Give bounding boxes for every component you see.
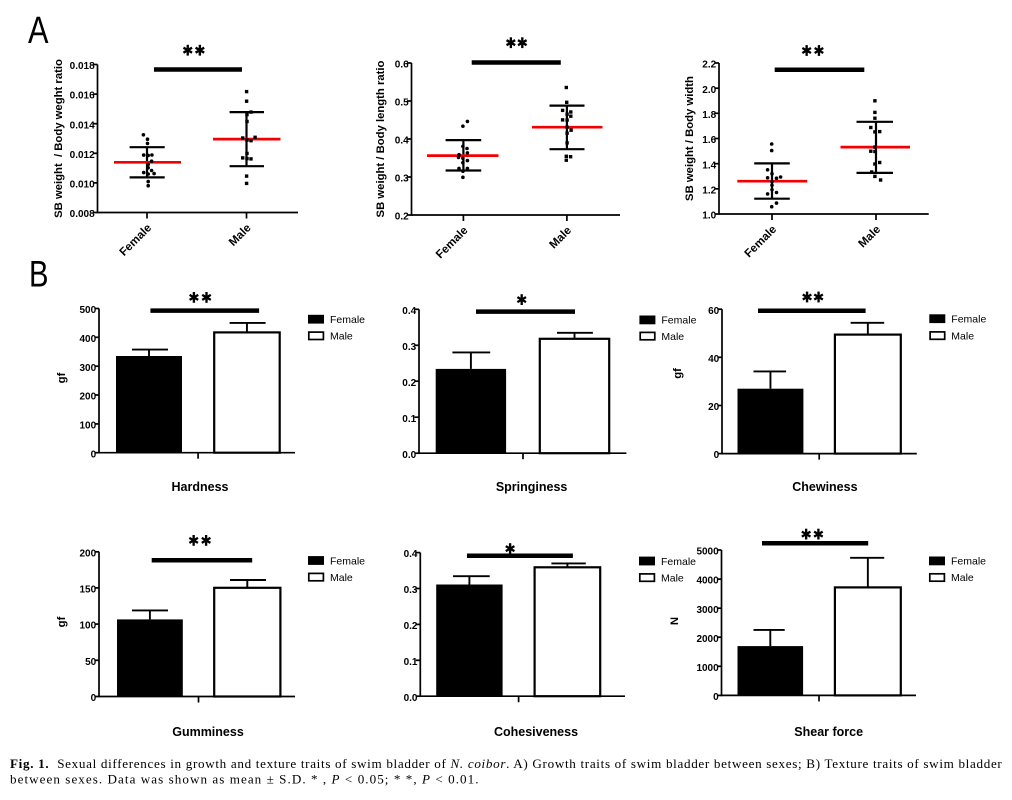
svg-text:0.4: 0.4 [395, 136, 409, 147]
svg-text:gf: gf [56, 372, 68, 383]
svg-text:60: 60 [708, 306, 720, 317]
svg-text:0.1: 0.1 [404, 657, 418, 668]
svg-text:Female: Female [951, 556, 986, 568]
svg-text:Fig. 1. Sexual differences in: Fig. 1. Sexual differences in growth and… [10, 756, 1002, 771]
svg-text:N: N [669, 617, 681, 625]
svg-text:SB weight / Body width: SB weight / Body width [684, 76, 696, 201]
svg-text:Female: Female [330, 314, 365, 326]
svg-text:20: 20 [708, 402, 720, 413]
svg-text:0.012: 0.012 [70, 150, 95, 161]
svg-text:0: 0 [91, 693, 97, 704]
svg-text:100: 100 [80, 421, 97, 432]
svg-text:3000: 3000 [696, 605, 719, 616]
svg-text:B: B [29, 254, 49, 295]
svg-text:Gumminess: Gumminess [172, 725, 244, 739]
svg-text:Springiness: Springiness [496, 480, 568, 494]
svg-text:0.5: 0.5 [395, 98, 409, 109]
svg-text:Female: Female [330, 555, 365, 567]
svg-text:40: 40 [708, 354, 720, 365]
svg-text:Cohesiveness: Cohesiveness [494, 725, 578, 739]
svg-text:4000: 4000 [696, 576, 719, 587]
svg-text:0.3: 0.3 [404, 585, 418, 596]
svg-text:A: A [28, 10, 49, 52]
svg-text:0.3: 0.3 [395, 174, 409, 185]
svg-text:100: 100 [80, 621, 97, 632]
svg-text:400: 400 [80, 334, 97, 345]
svg-text:0.4: 0.4 [404, 549, 418, 560]
svg-text:0.0: 0.0 [404, 693, 418, 704]
svg-text:50: 50 [85, 657, 97, 668]
svg-text:0.1: 0.1 [402, 414, 416, 425]
svg-text:0.2: 0.2 [395, 212, 409, 223]
svg-text:Male: Male [951, 572, 974, 584]
svg-text:1.4: 1.4 [702, 160, 716, 171]
svg-text:200: 200 [80, 548, 97, 559]
svg-text:0.0: 0.0 [402, 450, 416, 461]
svg-text:between sexes. Data was shown: between sexes. Data was shown as mean ± … [10, 772, 480, 787]
svg-text:1.6: 1.6 [702, 135, 716, 146]
svg-text:Female: Female [661, 556, 696, 568]
svg-text:0.2: 0.2 [402, 378, 416, 389]
svg-text:Chewiness: Chewiness [792, 480, 857, 494]
svg-text:0: 0 [714, 450, 720, 461]
svg-text:Shear force: Shear force [794, 725, 863, 739]
svg-text:Male: Male [951, 330, 974, 342]
svg-text:0: 0 [713, 692, 719, 703]
svg-text:gf: gf [672, 368, 684, 379]
svg-text:0.4: 0.4 [402, 306, 416, 317]
svg-text:0.014: 0.014 [70, 120, 95, 131]
svg-text:Hardness: Hardness [172, 480, 229, 494]
svg-text:2000: 2000 [696, 634, 719, 645]
svg-text:Female: Female [951, 314, 986, 326]
svg-text:300: 300 [80, 363, 97, 374]
svg-text:2.2: 2.2 [702, 60, 716, 71]
svg-text:Male: Male [661, 572, 684, 584]
svg-text:0.018: 0.018 [70, 61, 95, 72]
svg-text:0.6: 0.6 [395, 60, 409, 71]
svg-text:0.008: 0.008 [70, 209, 95, 220]
svg-text:gf: gf [56, 616, 68, 627]
svg-text:Male: Male [661, 331, 684, 343]
svg-text:SB weight / Body length ratio: SB weight / Body length ratio [375, 60, 387, 217]
svg-text:200: 200 [80, 392, 97, 403]
svg-text:2.0: 2.0 [702, 85, 716, 96]
svg-text:5000: 5000 [696, 547, 719, 558]
svg-text:0.016: 0.016 [70, 91, 95, 102]
svg-text:1.0: 1.0 [702, 211, 716, 222]
svg-text:1.2: 1.2 [702, 185, 716, 196]
svg-text:Female: Female [661, 315, 696, 327]
svg-text:1.8: 1.8 [702, 110, 716, 121]
svg-text:150: 150 [80, 585, 97, 596]
svg-text:1000: 1000 [696, 663, 719, 674]
svg-text:0.2: 0.2 [404, 621, 418, 632]
svg-text:Male: Male [330, 331, 353, 343]
svg-text:0.3: 0.3 [402, 342, 416, 353]
svg-text:500: 500 [80, 305, 97, 316]
svg-text:Male: Male [330, 572, 353, 584]
svg-text:0: 0 [91, 449, 97, 460]
svg-text:0.010: 0.010 [70, 180, 95, 191]
svg-text:SB weight / Body weght ratio: SB weight / Body weght ratio [53, 59, 65, 218]
